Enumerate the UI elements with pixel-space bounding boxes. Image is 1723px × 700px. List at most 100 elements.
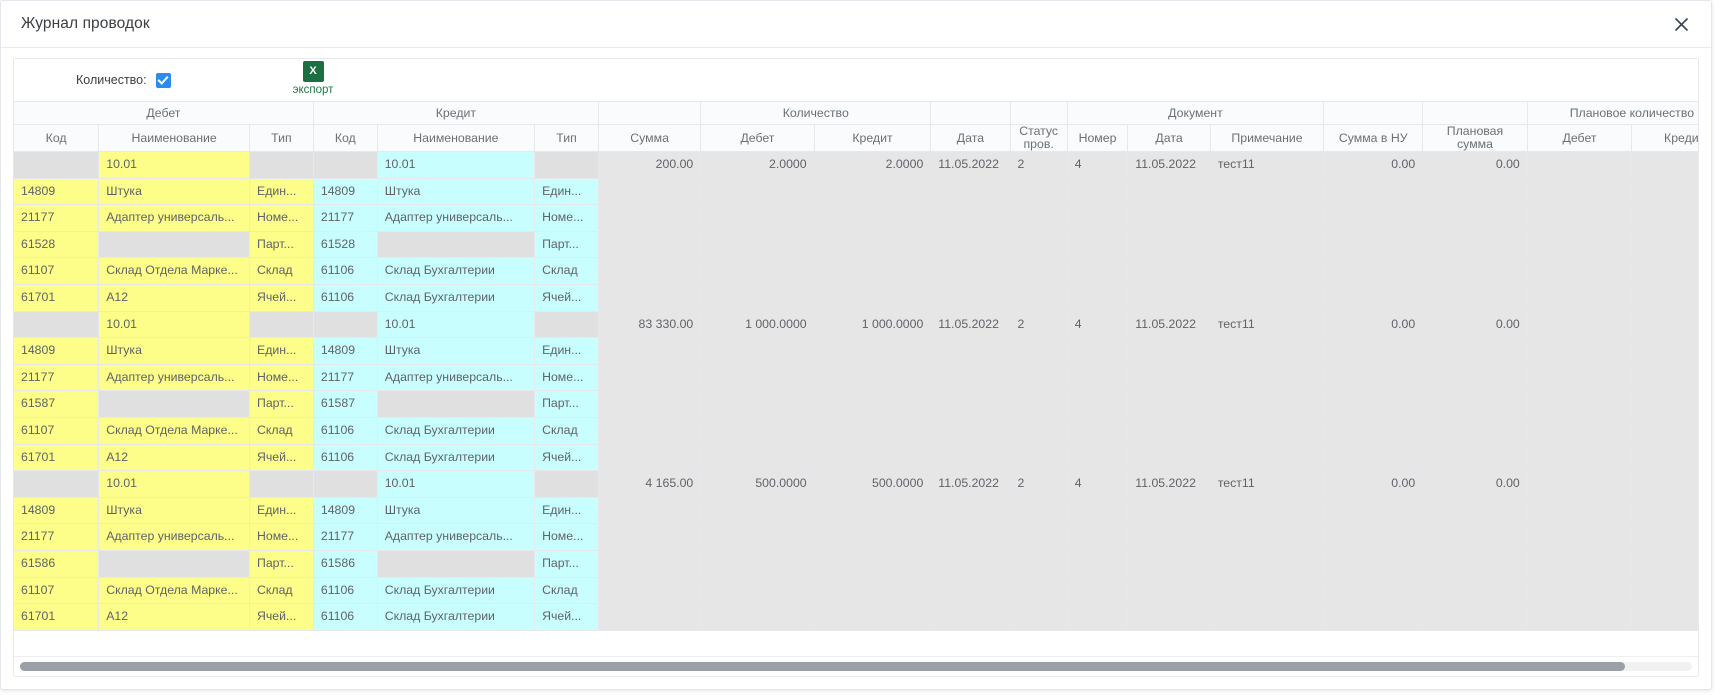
cell-doc_dt[interactable]: [1127, 257, 1211, 285]
cell-plan_s[interactable]: [1422, 577, 1528, 605]
cell-doc_dt[interactable]: 11.05.2022: [1127, 151, 1211, 179]
cell-qty_d[interactable]: [700, 603, 815, 631]
cell-date[interactable]: 11.05.2022: [930, 151, 1011, 179]
cell-status[interactable]: [1010, 550, 1068, 578]
cell-date[interactable]: [930, 390, 1011, 418]
cell-d_code[interactable]: [14, 311, 100, 339]
cell-summa[interactable]: [598, 231, 702, 259]
cell-summa[interactable]: [598, 577, 702, 605]
cell-plan_s[interactable]: [1422, 178, 1528, 206]
cell-plan_c[interactable]: [1631, 577, 1698, 605]
cell-c_code[interactable]: 14809: [313, 497, 378, 525]
cell-date[interactable]: [930, 337, 1011, 365]
cell-summa[interactable]: [598, 364, 702, 392]
cell-status[interactable]: [1010, 364, 1068, 392]
column-header-d_type[interactable]: Тип: [249, 124, 314, 152]
cell-d_code[interactable]: 61701: [14, 603, 100, 631]
cell-c_code[interactable]: 61528: [313, 231, 378, 259]
cell-plan_c[interactable]: [1631, 390, 1698, 418]
cell-note[interactable]: [1210, 364, 1325, 392]
table-row[interactable]: 14809 Штука Един... 14809 Штука Един...: [14, 497, 1698, 525]
cell-c_name[interactable]: 10.01: [377, 470, 536, 498]
cell-plan_c[interactable]: [1631, 470, 1698, 498]
cell-summa[interactable]: [598, 204, 702, 232]
cell-doc_num[interactable]: 4: [1067, 470, 1129, 498]
cell-date[interactable]: [930, 231, 1011, 259]
cell-plan_s[interactable]: [1422, 603, 1528, 631]
cell-nu[interactable]: [1323, 550, 1424, 578]
cell-status[interactable]: [1010, 444, 1068, 472]
column-header-summa[interactable]: Сумма: [598, 124, 702, 152]
cell-c_code[interactable]: 61106: [313, 603, 378, 631]
cell-nu[interactable]: [1323, 497, 1424, 525]
cell-qty_d[interactable]: [700, 390, 815, 418]
cell-plan_s[interactable]: [1422, 257, 1528, 285]
cell-c_name[interactable]: Штука: [377, 178, 536, 206]
cell-doc_num[interactable]: [1067, 364, 1129, 392]
cell-plan_c[interactable]: [1631, 204, 1698, 232]
cell-d_type[interactable]: Ячей...: [249, 603, 314, 631]
table-row[interactable]: 14809 Штука Един... 14809 Штука Един...: [14, 178, 1698, 206]
cell-d_name[interactable]: Адаптер универсаль...: [98, 364, 250, 392]
cell-plan_d[interactable]: [1527, 550, 1633, 578]
cell-d_type[interactable]: Склад: [249, 257, 314, 285]
cell-plan_s[interactable]: [1422, 364, 1528, 392]
cell-note[interactable]: [1210, 257, 1325, 285]
horizontal-scrollbar[interactable]: [14, 656, 1698, 676]
cell-doc_num[interactable]: [1067, 550, 1129, 578]
cell-doc_num[interactable]: [1067, 390, 1129, 418]
table-row[interactable]: 61528 Парт... 61528 Парт...: [14, 231, 1698, 259]
cell-note[interactable]: [1210, 178, 1325, 206]
cell-c_name[interactable]: Склад Бухгалтерии: [377, 284, 536, 312]
cell-nu[interactable]: 0.00: [1323, 470, 1424, 498]
cell-d_code[interactable]: [14, 470, 100, 498]
cell-d_name[interactable]: 10.01: [98, 470, 250, 498]
cell-qty_c[interactable]: [814, 523, 932, 551]
cell-plan_s[interactable]: [1422, 497, 1528, 525]
cell-doc_dt[interactable]: [1127, 284, 1211, 312]
cell-qty_c[interactable]: [814, 444, 932, 472]
cell-qty_d[interactable]: 500.0000: [700, 470, 815, 498]
cell-c_code[interactable]: 14809: [313, 337, 378, 365]
cell-d_name[interactable]: Склад Отдела Марке...: [98, 257, 250, 285]
column-header-c_name[interactable]: Наименование: [377, 124, 536, 152]
cell-nu[interactable]: [1323, 417, 1424, 445]
cell-doc_num[interactable]: [1067, 284, 1129, 312]
cell-date[interactable]: [930, 577, 1011, 605]
cell-doc_dt[interactable]: [1127, 550, 1211, 578]
cell-nu[interactable]: [1323, 444, 1424, 472]
cell-nu[interactable]: [1323, 257, 1424, 285]
cell-doc_num[interactable]: [1067, 417, 1129, 445]
cell-d_code[interactable]: 21177: [14, 204, 100, 232]
cell-qty_d[interactable]: [700, 204, 815, 232]
close-icon[interactable]: [1669, 12, 1693, 36]
cell-d_name[interactable]: Склад Отдела Марке...: [98, 577, 250, 605]
cell-doc_num[interactable]: [1067, 603, 1129, 631]
cell-c_code[interactable]: 61106: [313, 284, 378, 312]
table-row[interactable]: 61701 А12 Ячей... 61106 Склад Бухгалтерии Яче…: [14, 444, 1698, 472]
cell-c_name[interactable]: Штука: [377, 337, 536, 365]
cell-d_type[interactable]: Парт...: [249, 550, 314, 578]
cell-summa[interactable]: [598, 284, 702, 312]
cell-summa[interactable]: [598, 497, 702, 525]
cell-c_code[interactable]: 61586: [313, 550, 378, 578]
cell-doc_dt[interactable]: [1127, 231, 1211, 259]
cell-qty_d[interactable]: [700, 178, 815, 206]
cell-d_name[interactable]: А12: [98, 284, 250, 312]
cell-doc_dt[interactable]: [1127, 523, 1211, 551]
cell-qty_c[interactable]: [814, 178, 932, 206]
cell-plan_d[interactable]: [1527, 178, 1633, 206]
cell-d_type[interactable]: Ячей...: [249, 444, 314, 472]
cell-d_name[interactable]: А12: [98, 603, 250, 631]
cell-qty_c[interactable]: [814, 204, 932, 232]
cell-c_type[interactable]: Склад: [534, 257, 599, 285]
column-header-plan_s[interactable]: Плановая сумма: [1422, 124, 1528, 152]
cell-plan_s[interactable]: [1422, 284, 1528, 312]
cell-plan_c[interactable]: [1631, 178, 1698, 206]
cell-summa[interactable]: 4 165.00: [598, 470, 702, 498]
cell-qty_d[interactable]: 1 000.0000: [700, 311, 815, 339]
cell-d_code[interactable]: 21177: [14, 364, 100, 392]
cell-qty_d[interactable]: [700, 337, 815, 365]
cell-plan_s[interactable]: [1422, 523, 1528, 551]
cell-date[interactable]: [930, 178, 1011, 206]
